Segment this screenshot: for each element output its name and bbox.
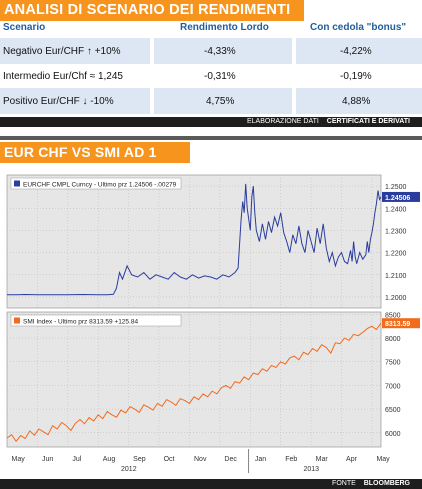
eurchf-legend-text: EURCHF CMPL Curncy - Ultimo prz 1.24506 … (23, 182, 177, 189)
x-tick-label: Mar (316, 456, 329, 463)
x-tick-label: Nov (194, 456, 207, 463)
row-bg (0, 38, 150, 64)
x-year-label: 2013 (303, 466, 319, 473)
header-bonus: Con cedola "bonus" (310, 22, 407, 33)
x-tick-label: Aug (103, 456, 116, 463)
smi-legend-box (10, 314, 182, 327)
smi-ytick-label: 8500 (385, 312, 401, 319)
row-bg (296, 38, 422, 64)
smi-ytick-label: 6000 (385, 431, 401, 438)
x-tick-label: Sep (133, 456, 146, 463)
smi-ytick-label: 7000 (385, 383, 401, 390)
header-rendimento-lordo: Rendimento Lordo (180, 22, 269, 33)
x-tick-label: Apr (346, 456, 358, 463)
smi-ytick-label: 8000 (385, 336, 401, 343)
table-source: ELABORAZIONE DATI CERTIFICATI E DERIVATI (0, 117, 422, 127)
eurchf-last-value-tag (382, 191, 420, 202)
row-3-scenario: Positivo Eur/CHF ↓ -10% (3, 96, 114, 107)
eurchf-panel (6, 174, 382, 309)
row-bg (296, 88, 422, 114)
row-3-lordo: 4,75% (206, 96, 235, 107)
section-divider (0, 136, 422, 140)
smi-legend-swatch (14, 317, 20, 324)
smi-legend-text: SMI Index - Ultimo prz 8313.59 +125.84 (23, 319, 138, 326)
x-tick-label: Dec (224, 456, 237, 463)
row-3-bonus: 4,88% (342, 96, 371, 107)
table-title: ANALISI DI SCENARIO DEI RENDIMENTI (0, 0, 304, 21)
eurchf-ytick-label: 1.2200 (385, 251, 407, 258)
row-1-bonus: -4,22% (340, 46, 372, 57)
x-tick-label: Jul (72, 456, 81, 463)
row-2-lordo: -0,31% (204, 71, 236, 82)
eurchf-legend-swatch (14, 180, 20, 187)
row-2-scenario: Intermedio Eur/Chf ≈ 1,245 (3, 71, 123, 82)
row-1-lordo: -4,33% (204, 46, 236, 57)
chart-section-title: EUR CHF VS SMI AD 1 ANNO (0, 142, 190, 181)
eurchf-last-value-label: 1.24506 (385, 195, 410, 202)
x-tick-label: Feb (285, 456, 297, 463)
x-tick-label: May (12, 456, 26, 463)
chart-area: 1.2000 1.2100 1.2200 1.2300 1.2400 1.2500 EURC… (0, 165, 422, 479)
row-2-bonus: -0,19% (340, 71, 372, 82)
smi-series-line (6, 322, 382, 443)
row-bg (154, 38, 292, 64)
smi-ytick-label: 7500 (385, 360, 401, 367)
eurchf-legend-box (10, 177, 182, 190)
smi-panel (6, 311, 382, 448)
smi-ytick-label: 6500 (385, 407, 401, 414)
row-1-scenario: Negativo Eur/CHF ↑ +10% (3, 46, 121, 57)
x-tick-label: Oct (164, 456, 175, 463)
x-tick-label: Jun (42, 456, 53, 463)
eurchf-ytick-label: 1.2300 (385, 228, 407, 235)
smi-last-value-label: 8313.59 (385, 321, 410, 328)
row-bg (0, 88, 150, 114)
eurchf-series-line (7, 183, 382, 296)
eurchf-ytick-label: 1.2000 (385, 295, 407, 302)
eurchf-ytick-label: 1.2100 (385, 273, 407, 280)
x-tick-label: Jan (255, 456, 266, 463)
header-scenario: Scenario (3, 22, 46, 33)
smi-last-value-tag (382, 318, 420, 329)
row-bg (154, 88, 292, 114)
eurchf-ytick-label: 1.2400 (385, 206, 407, 213)
eurchf-ytick-label: 1.2500 (385, 184, 407, 191)
x-year-label: 2012 (121, 466, 137, 473)
chart-source: FONTE BLOOMBERG (0, 479, 422, 489)
x-tick-label: May (376, 456, 390, 463)
